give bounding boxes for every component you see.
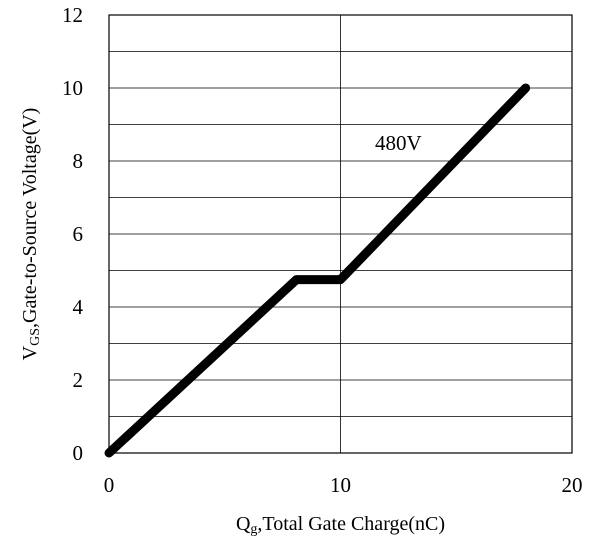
x-axis-title: Qg,Total Gate Charge(nC) (236, 513, 445, 537)
y-axis-title-rest: ,Gate-to-Source Voltage(V) (19, 108, 41, 328)
x-tick-label: 10 (330, 473, 351, 497)
y-tick-label: 0 (73, 441, 84, 465)
plot-area-frame (108, 14, 573, 454)
y-tick-label: 2 (73, 368, 84, 392)
y-tick-label: 4 (73, 295, 84, 319)
y-tick-label: 10 (62, 76, 83, 100)
x-tick-label: 20 (562, 473, 583, 497)
y-axis-title-main: V (19, 345, 41, 360)
annotation-layer: 480V (375, 131, 422, 155)
x-axis-tick-labels: 0 10 20 (104, 473, 583, 497)
y-axis-title-subscript: GS (28, 328, 43, 346)
y-axis-tick-labels: 0 2 4 6 8 10 12 (62, 3, 84, 465)
x-axis-title-main: Q (236, 513, 251, 535)
y-tick-label: 8 (73, 149, 84, 173)
series-line-480v (104, 83, 531, 458)
y-axis-title: VGS,Gate-to-Source Voltage(V) (19, 108, 43, 361)
y-tick-label: 12 (62, 3, 83, 27)
y-tick-label: 6 (73, 222, 84, 246)
series-layer (104, 83, 531, 458)
x-axis-title-rest: ,Total Gate Charge(nC) (257, 513, 445, 535)
series-annotation-label: 480V (375, 131, 422, 155)
x-tick-label: 0 (104, 473, 115, 497)
x-axis-title-subscript: g (250, 522, 257, 537)
